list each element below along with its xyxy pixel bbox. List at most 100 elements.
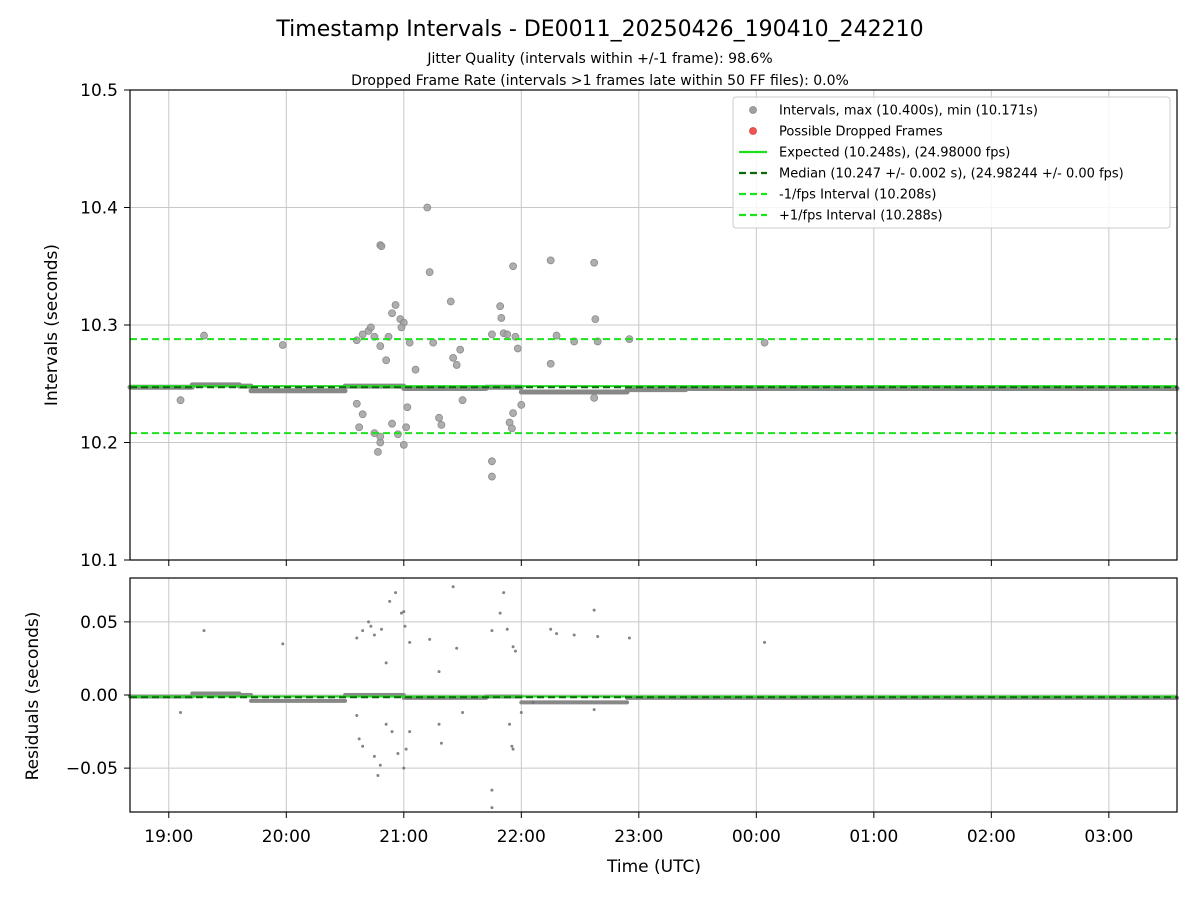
intervals-point-56 xyxy=(435,413,443,422)
intervals-point-57 xyxy=(437,420,446,429)
residuals-point-24 xyxy=(511,645,515,649)
intervals-point-31 xyxy=(503,330,512,339)
residuals-point-51 xyxy=(510,744,514,748)
intervals-legend: Intervals, max (10.400s), min (10.171s) P… xyxy=(732,96,1171,229)
residuals-point-35 xyxy=(361,744,365,748)
residuals-point-47 xyxy=(461,711,465,715)
intervals-point-62 xyxy=(508,424,516,433)
residuals-point-11 xyxy=(394,591,398,595)
residuals-point-17 xyxy=(437,670,441,674)
residuals-ytick-label-1: 0.00 xyxy=(80,686,118,706)
residuals-point-54 xyxy=(531,700,535,704)
intervals-point-28 xyxy=(496,302,505,311)
xtick-label-8: 03:00 xyxy=(1084,827,1133,847)
residuals-point-1 xyxy=(202,629,206,633)
intervals-point-55 xyxy=(403,403,412,412)
residuals-point-34 xyxy=(357,737,361,741)
xtick-label-6: 01:00 xyxy=(849,827,898,847)
intervals-point-36 xyxy=(552,331,561,340)
residuals-ytick-label-2: 0.05 xyxy=(80,613,118,633)
intervals-point-22 xyxy=(429,338,438,347)
residuals-point-13 xyxy=(402,610,406,614)
xtick-label-3: 22:00 xyxy=(497,827,546,847)
intervals-point-1 xyxy=(200,331,208,340)
intervals-point-23 xyxy=(446,297,455,306)
intervals-point-4 xyxy=(358,330,367,339)
legend-label-1: Possible Dropped Frames xyxy=(779,125,943,140)
residuals-point-5 xyxy=(367,620,371,624)
xtick-label-5: 00:00 xyxy=(732,827,781,847)
residuals-point-45 xyxy=(437,722,441,726)
intervals-point-25 xyxy=(452,361,461,369)
residuals-point-8 xyxy=(379,627,383,631)
intervals-point-29 xyxy=(497,314,506,322)
intervals-point-40 xyxy=(591,315,600,324)
residuals-point-16 xyxy=(428,637,432,641)
intervals-ytick-label-0: 10.1 xyxy=(80,551,118,571)
y-axis-label-residuals: Residuals (seconds) xyxy=(23,612,43,781)
residuals-point-19 xyxy=(455,646,459,650)
intervals-ytick-label-1: 10.2 xyxy=(80,434,118,454)
figure-title: Timestamp Intervals - DE0011_20250426_19… xyxy=(275,17,923,42)
intervals-point-3 xyxy=(352,336,361,345)
intervals-point-19 xyxy=(411,365,420,374)
legend-label-4: -1/fps Interval (10.208s) xyxy=(779,188,936,203)
residuals-point-50 xyxy=(508,722,512,726)
intervals-point-13 xyxy=(388,309,396,318)
residuals-point-41 xyxy=(396,752,400,755)
legend-label-0: Intervals, max (10.400s), min (10.171s) xyxy=(779,104,1038,119)
residuals-point-23 xyxy=(505,627,509,631)
residuals-point-32 xyxy=(763,640,767,644)
residuals-point-36 xyxy=(372,754,376,758)
intervals-point-35 xyxy=(546,256,555,265)
residuals-point-12 xyxy=(399,611,403,615)
intervals-point-51 xyxy=(388,419,396,428)
residuals-panel: −0.05 0.00 0.05 19:00 20:00 21:00 22:00 23:00 00… xyxy=(66,577,1179,847)
residuals-point-3 xyxy=(355,636,359,640)
intervals-point-49 xyxy=(374,447,382,456)
residuals-point-30 xyxy=(596,635,600,638)
intervals-point-2 xyxy=(278,341,287,349)
residuals-ytick-label-0: −0.05 xyxy=(66,759,118,779)
legend-marker-0 xyxy=(749,106,757,114)
residuals-point-4 xyxy=(361,629,365,633)
x-axis-label: Time (UTC) xyxy=(606,857,701,877)
legend-label-5: +1/fps Interval (10.288s) xyxy=(779,209,943,224)
y-axis-label-intervals: Intervals (seconds) xyxy=(42,244,62,406)
intervals-point-63 xyxy=(509,409,517,418)
intervals-point-45 xyxy=(358,410,367,419)
residuals-point-28 xyxy=(572,633,576,637)
intervals-point-39 xyxy=(590,258,599,267)
intervals-ytick-label-4: 10.5 xyxy=(80,81,118,101)
intervals-point-6 xyxy=(366,323,375,332)
figure-subtitle-jitter: Jitter Quality (intervals within +/-1 fr… xyxy=(426,51,772,67)
residuals-point-38 xyxy=(378,763,382,767)
intervals-point-65 xyxy=(590,393,599,402)
intervals-point-20 xyxy=(423,203,432,212)
intervals-ytick-label-3: 10.4 xyxy=(80,199,118,219)
residuals-point-27 xyxy=(555,632,559,636)
intervals-point-58 xyxy=(458,396,467,405)
xtick-label-2: 21:00 xyxy=(379,827,428,847)
intervals-point-59 xyxy=(488,457,496,466)
legend-marker-1 xyxy=(749,127,757,135)
residuals-point-33 xyxy=(355,713,359,717)
residuals-point-26 xyxy=(549,627,553,631)
intervals-point-21 xyxy=(425,268,434,277)
intervals-ytick-label-2: 10.3 xyxy=(80,316,118,336)
residuals-point-29 xyxy=(592,608,596,612)
residuals-point-21 xyxy=(498,611,502,615)
intervals-point-54 xyxy=(402,423,411,432)
residuals-point-2 xyxy=(281,642,285,646)
residuals-point-14 xyxy=(403,624,407,628)
xtick-label-4: 23:00 xyxy=(614,827,663,847)
intervals-point-64 xyxy=(517,400,526,409)
residuals-point-20 xyxy=(490,629,494,633)
residuals-point-15 xyxy=(408,640,412,644)
xtick-label-0: 19:00 xyxy=(144,827,193,847)
intervals-point-17 xyxy=(397,323,406,332)
intervals-point-27 xyxy=(488,330,496,339)
residuals-point-39 xyxy=(384,722,388,726)
intervals-point-10 xyxy=(376,342,385,351)
residuals-point-25 xyxy=(513,649,517,653)
